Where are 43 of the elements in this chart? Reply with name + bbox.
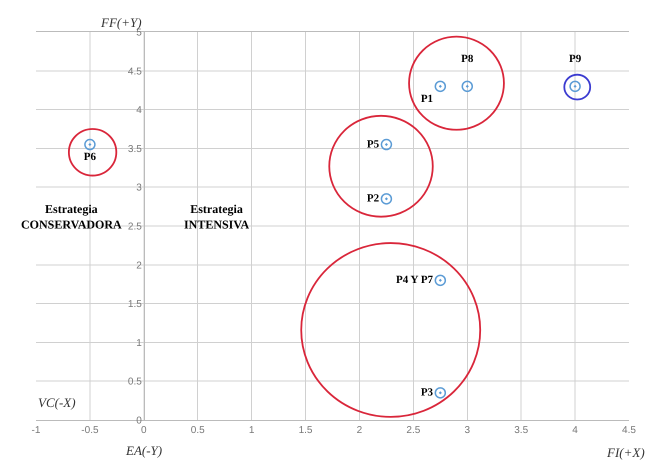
y-tick-label: 2 xyxy=(136,260,142,272)
point xyxy=(434,274,446,286)
annotation: Estrategia INTENSIVA xyxy=(184,202,250,232)
point xyxy=(380,193,392,205)
x-tick-label: 4.5 xyxy=(622,425,636,436)
y-tick-label: 3.5 xyxy=(128,144,142,155)
y-tick-label: 0 xyxy=(136,416,142,426)
x-tick-label: 3 xyxy=(464,425,470,436)
point xyxy=(434,80,446,92)
y-tick-label: 4 xyxy=(136,105,142,116)
point xyxy=(462,80,474,92)
y-tick-label: 0.5 xyxy=(128,376,142,388)
x-tick-label: 4 xyxy=(572,425,578,436)
series-label: P9 xyxy=(568,53,582,66)
y-tick-label: 1.5 xyxy=(128,299,142,310)
y-tick-label: 4.5 xyxy=(128,66,142,78)
x-tick-label: 0.5 xyxy=(190,425,206,436)
x-tick-label: -0.5 xyxy=(81,425,99,436)
x-tick-label: -1 xyxy=(32,425,41,436)
x-tick-label: 2 xyxy=(356,425,363,436)
series-label: P1 xyxy=(420,92,434,105)
series-label: P6 xyxy=(84,151,97,164)
series-label: P4 Y P7 xyxy=(396,274,434,286)
y-tick-label: 5 xyxy=(136,28,142,38)
x-axis-title: FI(+X) xyxy=(606,445,645,460)
point xyxy=(434,387,446,399)
y-axis-title: FF(+Y) xyxy=(100,15,142,30)
point xyxy=(84,138,96,150)
x-tick-label: 3.5 xyxy=(514,425,529,436)
x-tick-label: 2.5 xyxy=(406,425,421,436)
y-tick-label: 2.5 xyxy=(128,222,142,232)
annotation: Estrategia CONSERVADORA xyxy=(21,202,122,232)
series-label: P5 xyxy=(366,138,380,150)
y-tick-label: 1 xyxy=(136,338,142,349)
point xyxy=(380,138,392,150)
x-tick-label: 1.5 xyxy=(298,425,313,436)
series-label: P3 xyxy=(420,386,434,399)
y-tick-label: 3 xyxy=(136,182,142,194)
series-label: P8 xyxy=(461,53,474,66)
series-label: P2 xyxy=(366,192,380,205)
annotation: VC(-X) xyxy=(38,395,76,410)
text: EA(-Y) xyxy=(125,443,162,458)
x-tick-label: 1 xyxy=(248,425,255,436)
